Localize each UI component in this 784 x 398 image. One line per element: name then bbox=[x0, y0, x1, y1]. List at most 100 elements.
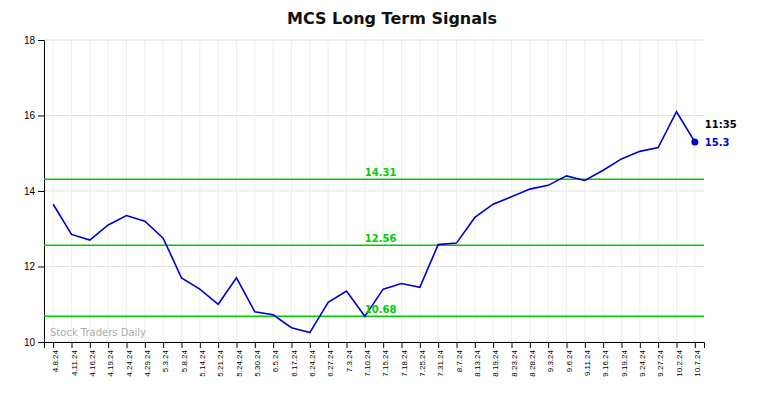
tick-mark bbox=[53, 342, 54, 348]
tick: 9.11.24 bbox=[583, 342, 592, 376]
tick-mark bbox=[255, 342, 256, 348]
tick: 7.25.24 bbox=[418, 342, 427, 377]
grid-line bbox=[511, 40, 512, 342]
tick-label: 12 bbox=[24, 261, 36, 272]
tick-mark bbox=[640, 342, 641, 348]
grid-line bbox=[621, 40, 622, 342]
tick: 9.6.24 bbox=[565, 342, 574, 372]
tick-label: 5.8.24 bbox=[180, 349, 189, 372]
tick-label: 6.24.24 bbox=[308, 349, 317, 376]
tick: 14 bbox=[24, 186, 44, 197]
tick: 5.3.24 bbox=[161, 342, 170, 372]
tick: 9.27.24 bbox=[656, 342, 665, 377]
tick-label: 4.24.24 bbox=[125, 349, 134, 376]
tick-label: 8.23.24 bbox=[510, 349, 519, 376]
tick: 8.19.24 bbox=[491, 342, 500, 377]
tick-label: 10.2.24 bbox=[675, 349, 684, 376]
tick-mark bbox=[677, 342, 678, 348]
tick: 4.19.24 bbox=[106, 342, 115, 377]
tick: 8.28.24 bbox=[528, 342, 537, 377]
tick-mark bbox=[38, 116, 44, 117]
tick: 10 bbox=[24, 337, 44, 348]
tick: 6.24.24 bbox=[308, 342, 317, 377]
tick-label: 10.7.24 bbox=[693, 349, 702, 376]
tick-label: 5.14.24 bbox=[198, 349, 207, 376]
tick: 4.29.24 bbox=[143, 342, 152, 377]
grid-line bbox=[89, 40, 90, 342]
tick: 7.15.24 bbox=[381, 342, 390, 377]
tick: 7.3.24 bbox=[345, 342, 354, 372]
tick-label: 7.15.24 bbox=[381, 349, 390, 376]
tick: 5.21.24 bbox=[216, 342, 225, 377]
last-point bbox=[691, 138, 698, 145]
chart: MCS Long Term Signals Stock Traders Daily… bbox=[0, 0, 784, 398]
tick-mark bbox=[200, 342, 201, 348]
axis-line bbox=[38, 41, 45, 343]
grid-line bbox=[658, 40, 659, 342]
tick-label: 6.27.24 bbox=[326, 349, 335, 376]
tick-mark bbox=[530, 342, 531, 348]
tick-label: 7.25.24 bbox=[418, 349, 427, 376]
grid-line bbox=[456, 40, 457, 342]
tick-label: 4.19.24 bbox=[106, 349, 115, 376]
tick-label: 7.18.24 bbox=[400, 349, 409, 376]
grid-line bbox=[419, 40, 420, 342]
reference-label: 12.56 bbox=[365, 233, 397, 244]
grid-line bbox=[199, 40, 200, 342]
tick-mark bbox=[548, 342, 549, 348]
grid-line bbox=[639, 40, 640, 342]
grid-line bbox=[401, 40, 402, 342]
tick-label: 10 bbox=[24, 337, 36, 348]
tick: 4.8.24 bbox=[51, 342, 60, 372]
tick-mark bbox=[145, 342, 146, 348]
tick: 18 bbox=[24, 35, 44, 46]
tick-label: 5.24.24 bbox=[235, 349, 244, 376]
tick-mark bbox=[567, 342, 568, 348]
tick-label: 8.19.24 bbox=[491, 349, 500, 376]
tick-mark bbox=[38, 40, 44, 41]
tick-mark bbox=[402, 342, 403, 348]
grid-line bbox=[493, 40, 494, 342]
tick-label: 9.24.24 bbox=[638, 349, 647, 376]
grid-line bbox=[438, 40, 439, 342]
grid-line bbox=[218, 40, 219, 342]
watermark: Stock Traders Daily bbox=[50, 327, 146, 338]
annotation: 15.3 bbox=[705, 137, 730, 148]
tick: 16 bbox=[24, 110, 44, 121]
tick-mark bbox=[182, 342, 183, 348]
tick-mark bbox=[108, 342, 109, 348]
tick-label: 4.16.24 bbox=[88, 349, 97, 376]
tick-mark bbox=[695, 342, 696, 348]
tick: 10.2.24 bbox=[675, 342, 684, 377]
annotation: 11:35 bbox=[705, 119, 737, 130]
tick-label: 9.27.24 bbox=[656, 349, 665, 376]
tick-label: 7.10.24 bbox=[363, 349, 372, 376]
tick-label: 8.13.24 bbox=[473, 349, 482, 376]
tick-mark bbox=[38, 191, 44, 192]
tick-label: 5.30.24 bbox=[253, 349, 262, 376]
tick-label: 8.7.24 bbox=[455, 349, 464, 372]
tick: 5.24.24 bbox=[235, 342, 244, 377]
tick: 9.16.24 bbox=[601, 342, 610, 377]
grid-line bbox=[44, 191, 704, 192]
reference-line bbox=[44, 245, 704, 247]
tick-label: 4.8.24 bbox=[51, 349, 60, 372]
tick-mark bbox=[273, 342, 274, 348]
grid-line bbox=[144, 40, 145, 342]
tick: 7.18.24 bbox=[400, 342, 409, 377]
reference-label: 10.68 bbox=[365, 304, 397, 315]
title: MCS Long Term Signals bbox=[287, 9, 497, 28]
grid-line bbox=[529, 40, 530, 342]
tick-label: 6.5.24 bbox=[271, 349, 280, 372]
tick: 8.13.24 bbox=[473, 342, 482, 377]
grid-line bbox=[309, 40, 310, 342]
reference-label: 14.31 bbox=[365, 167, 397, 178]
tick: 5.8.24 bbox=[180, 342, 189, 372]
tick-mark bbox=[310, 342, 311, 348]
grid-line bbox=[108, 40, 109, 342]
tick-mark bbox=[420, 342, 421, 348]
grid-line bbox=[273, 40, 274, 342]
grid-line bbox=[474, 40, 475, 342]
grid-line bbox=[383, 40, 384, 342]
grid-line bbox=[163, 40, 164, 342]
